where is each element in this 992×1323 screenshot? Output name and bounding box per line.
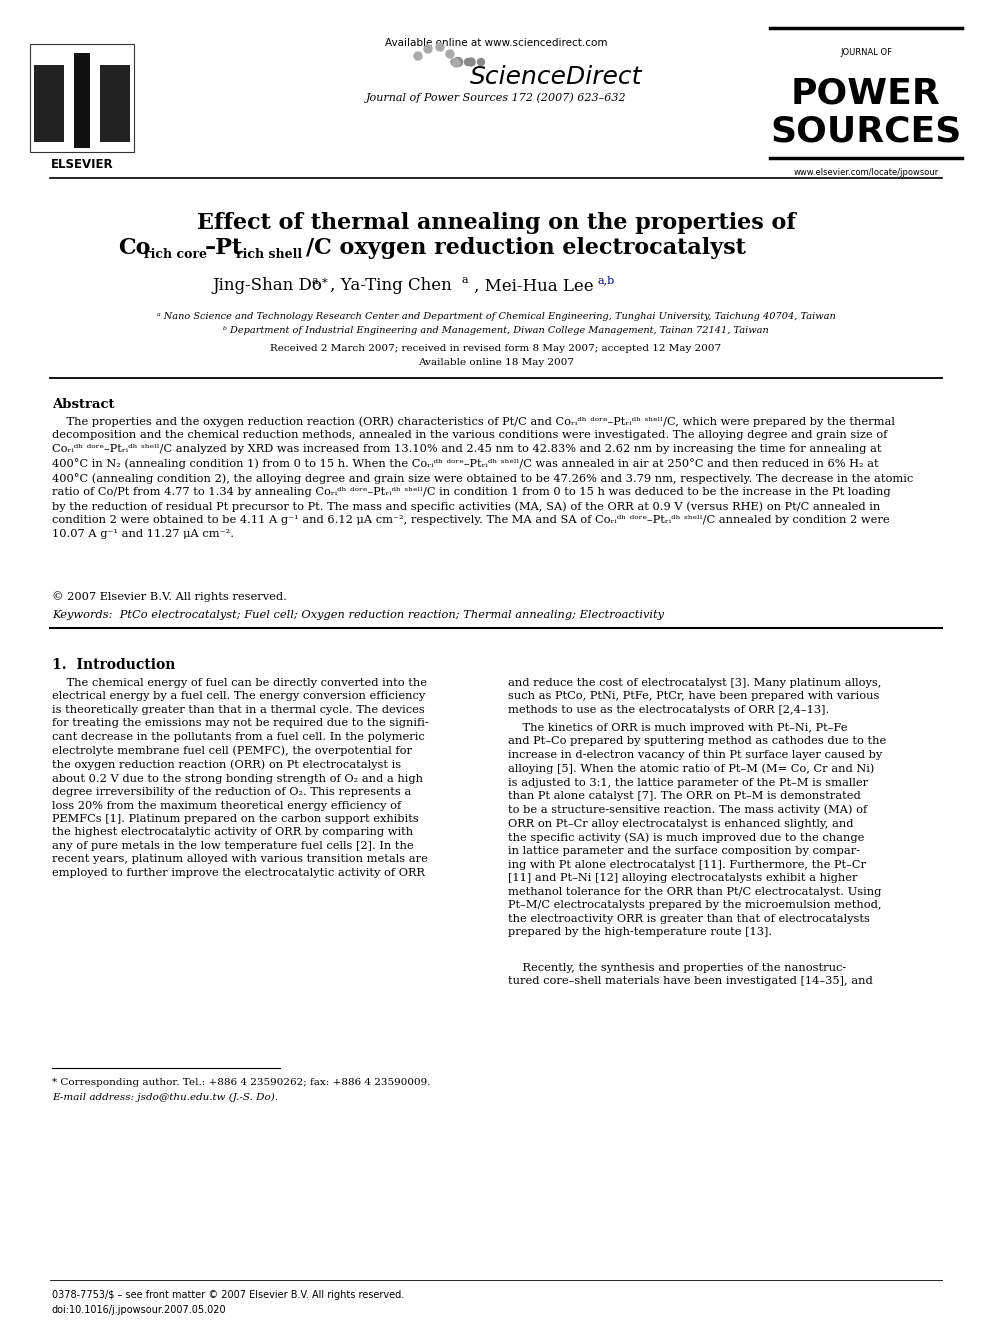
Bar	[74, 53, 90, 148]
Circle shape	[453, 57, 462, 66]
Text: © 2007 Elsevier B.V. All rights reserved.: © 2007 Elsevier B.V. All rights reserved…	[52, 591, 287, 602]
Text: and reduce the cost of electrocatalyst [3]. Many platinum alloys,
such as PtCo, : and reduce the cost of electrocatalyst […	[508, 677, 881, 714]
Text: ScienceDirect: ScienceDirect	[470, 65, 643, 89]
Circle shape	[477, 58, 484, 66]
Text: ELSEVIER: ELSEVIER	[51, 157, 113, 171]
Text: Keywords:  PtCo electrocatalyst; Fuel cell; Oxygen reduction reaction; Thermal a: Keywords: PtCo electrocatalyst; Fuel cel…	[52, 610, 664, 620]
Text: a: a	[462, 275, 468, 284]
Circle shape	[452, 60, 460, 67]
Text: a,∗: a,∗	[312, 275, 329, 284]
Text: www.elsevier.com/locate/jpowsour: www.elsevier.com/locate/jpowsour	[794, 168, 938, 177]
Circle shape	[414, 52, 422, 60]
Text: rich shell: rich shell	[236, 247, 303, 261]
Bar	[100, 65, 130, 110]
Text: ᵃ Nano Science and Technology Research Center and Department of Chemical Enginee: ᵃ Nano Science and Technology Research C…	[157, 312, 835, 321]
Text: , Mei-Hua Lee: , Mei-Hua Lee	[474, 278, 593, 295]
Text: POWER: POWER	[792, 75, 940, 110]
Bar	[30, 44, 134, 152]
Bar	[34, 95, 64, 130]
Circle shape	[446, 50, 454, 58]
Text: Recently, the synthesis and properties of the nanostruc-
tured core–shell materi: Recently, the synthesis and properties o…	[508, 963, 873, 987]
Text: –Pt: –Pt	[205, 237, 243, 259]
Circle shape	[424, 45, 432, 53]
Text: JOURNAL OF: JOURNAL OF	[840, 48, 892, 57]
Text: Journal of Power Sources 172 (2007) 623–632: Journal of Power Sources 172 (2007) 623–…	[366, 93, 626, 103]
Text: E-mail address: jsdo@thu.edu.tw (J.-S. Do).: E-mail address: jsdo@thu.edu.tw (J.-S. D…	[52, 1093, 278, 1102]
Circle shape	[464, 58, 471, 66]
Text: Jing-Shan Do: Jing-Shan Do	[212, 278, 322, 295]
Text: a,b: a,b	[597, 275, 614, 284]
Text: The chemical energy of fuel can be directly converted into the
electrical energy: The chemical energy of fuel can be direc…	[52, 677, 429, 877]
Text: 1.  Introduction: 1. Introduction	[52, 658, 176, 672]
Text: /C oxygen reduction electrocatalyst: /C oxygen reduction electrocatalyst	[306, 237, 746, 259]
Bar	[100, 95, 130, 130]
Bar	[100, 120, 130, 142]
Text: 0378-7753/$ – see front matter © 2007 Elsevier B.V. All rights reserved.: 0378-7753/$ – see front matter © 2007 El…	[52, 1290, 405, 1301]
Text: Effect of thermal annealing on the properties of: Effect of thermal annealing on the prope…	[196, 212, 796, 234]
Bar	[34, 120, 64, 142]
Circle shape	[436, 44, 444, 52]
Circle shape	[451, 60, 457, 65]
Text: The kinetics of ORR is much improved with Pt–Ni, Pt–Fe
and Pt–Co prepared by spu: The kinetics of ORR is much improved wit…	[508, 722, 886, 937]
Text: * Corresponding author. Tel.: +886 4 23590262; fax: +886 4 23590009.: * Corresponding author. Tel.: +886 4 235…	[52, 1078, 431, 1088]
Text: Available online at www.sciencedirect.com: Available online at www.sciencedirect.co…	[385, 38, 607, 48]
Text: , Ya-Ting Chen: , Ya-Ting Chen	[330, 278, 451, 295]
Text: Available online 18 May 2007: Available online 18 May 2007	[418, 359, 574, 366]
Text: rich core: rich core	[144, 247, 207, 261]
Text: ᵇ Department of Industrial Engineering and Management, Diwan College Management,: ᵇ Department of Industrial Engineering a…	[223, 325, 769, 335]
Text: Received 2 March 2007; received in revised form 8 May 2007; accepted 12 May 2007: Received 2 March 2007; received in revis…	[271, 344, 721, 353]
Circle shape	[467, 58, 475, 66]
Bar	[34, 65, 64, 110]
Text: Abstract: Abstract	[52, 398, 114, 411]
Text: doi:10.1016/j.jpowsour.2007.05.020: doi:10.1016/j.jpowsour.2007.05.020	[52, 1304, 226, 1315]
Text: The properties and the oxygen reduction reaction (ORR) characteristics of Pt/C a: The properties and the oxygen reduction …	[52, 415, 914, 538]
Text: Co: Co	[118, 237, 151, 259]
Text: SOURCES: SOURCES	[771, 115, 961, 149]
